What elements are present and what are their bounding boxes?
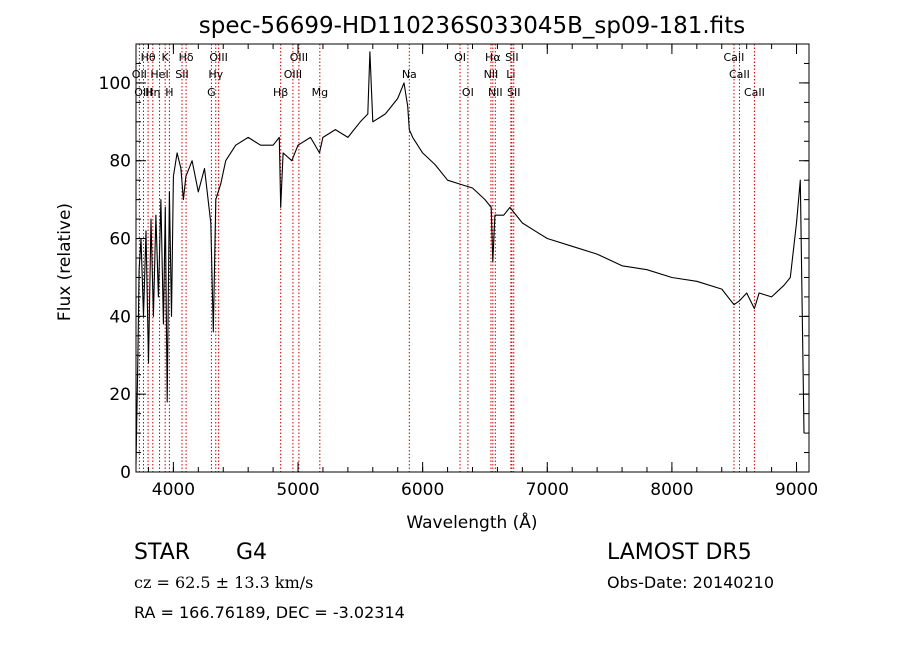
x-tick-label: 5000 — [276, 480, 319, 500]
x-tick-label: 7000 — [526, 480, 569, 500]
line-label: NII — [488, 86, 503, 99]
line-label: OIII — [284, 68, 302, 81]
line-label: Hθ — [141, 51, 156, 64]
line-label: SII — [505, 51, 518, 64]
line-label: OIII — [290, 51, 308, 64]
y-axis-label: Flux (relative) — [55, 203, 75, 321]
line-label: CaII — [724, 51, 745, 64]
line-label: OI — [462, 86, 474, 99]
spectrum-chart: spec-56699-HD110236S033045B_sp09-181.fit… — [55, 13, 818, 533]
plot-frame — [135, 43, 810, 473]
line-label: Hδ — [179, 51, 194, 64]
line-label: G — [207, 86, 216, 99]
line-label: OIII — [209, 51, 227, 64]
line-label: H — [165, 86, 173, 99]
observation-date: Obs-Date: 20140210 — [607, 573, 775, 592]
line-label: Mg — [312, 86, 328, 99]
line-label: OII — [132, 68, 147, 81]
axes: 4000 5000 6000 7000 8000 9000 0 20 40 60 80 100 — [99, 43, 818, 500]
line-label: SII — [507, 86, 520, 99]
series-layer — [135, 51, 805, 465]
survey-name: LAMOST DR5 — [607, 540, 752, 565]
x-axis-label: Wavelength (Å) — [406, 511, 537, 533]
y-tick-label: 100 — [99, 74, 131, 94]
line-label: OIII — [134, 86, 152, 99]
line-label: NII — [484, 68, 499, 81]
line-label: Hα — [485, 51, 501, 64]
chart-title: spec-56699-HD110236S033045B_sp09-181.fit… — [199, 13, 745, 39]
line-label: CaII — [744, 86, 765, 99]
y-tick-label: 0 — [120, 463, 131, 483]
x-tick-label: 6000 — [401, 480, 444, 500]
line-label: HeI — [150, 68, 168, 81]
spectrum-series-line — [135, 51, 805, 465]
sky-coordinates: RA = 166.76189, DEC = -3.02314 — [134, 603, 405, 622]
object-class: STAR — [134, 540, 191, 565]
line-label: Hγ — [208, 68, 223, 81]
x-tick-label: 8000 — [650, 480, 693, 500]
y-tick-label: 20 — [109, 385, 131, 405]
y-tick-label: 40 — [109, 307, 131, 327]
spectral-line-markers: Hθ K Hδ OIII OIII OI Hα SII CaII OII HeI SII Hγ OIII N… — [132, 44, 765, 472]
x-tick-label: 9000 — [775, 480, 818, 500]
y-tick-label: 80 — [109, 152, 131, 172]
line-label: Li — [506, 68, 515, 81]
line-label: K — [162, 51, 170, 64]
y-tick-label: 60 — [109, 230, 131, 250]
object-subclass: G4 — [236, 540, 268, 565]
line-label: Hβ — [273, 86, 288, 99]
line-label: Hη — [145, 86, 160, 99]
line-label: CaII — [729, 68, 750, 81]
line-label: Na — [402, 68, 417, 81]
line-label: SII — [175, 68, 188, 81]
redshift-velocity: cz = 62.5 ± 13.3 km/s — [134, 573, 314, 592]
line-label: OI — [454, 51, 466, 64]
x-tick-label: 4000 — [152, 480, 195, 500]
